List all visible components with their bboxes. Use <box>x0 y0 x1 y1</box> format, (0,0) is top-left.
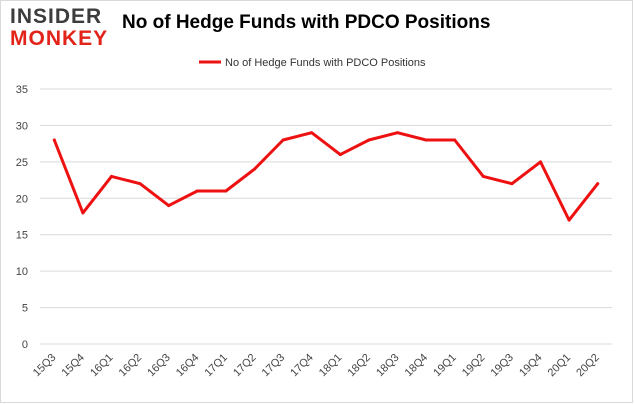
x-tick-label: 20Q1 <box>546 352 574 380</box>
data-point <box>367 138 371 142</box>
data-point <box>110 174 113 178</box>
x-tick-label: 19Q3 <box>488 352 516 380</box>
data-point <box>281 138 285 142</box>
x-tick-label: 16Q2 <box>117 352 145 380</box>
y-tick-label: 10 <box>16 266 28 278</box>
x-tick-label: 17Q3 <box>260 352 288 380</box>
data-point <box>52 138 56 142</box>
data-point <box>567 218 571 222</box>
data-point <box>195 189 199 193</box>
y-tick-label: 0 <box>22 339 28 351</box>
x-tick-label: 18Q3 <box>374 352 402 380</box>
x-tick-label: 19Q4 <box>517 352 545 380</box>
legend: No of Hedge Funds with PDCO Positions <box>199 57 426 69</box>
data-point <box>396 131 399 135</box>
gridlines <box>40 88 612 345</box>
x-tick-label: 20Q2 <box>574 352 602 380</box>
data-point <box>539 160 542 164</box>
x-tick-label: 18Q4 <box>403 352 431 380</box>
data-point <box>453 138 457 142</box>
x-tick-label: 16Q3 <box>145 352 173 380</box>
data-point <box>81 211 85 215</box>
x-tick-label: 18Q1 <box>317 352 345 380</box>
y-tick-label: 25 <box>16 157 28 169</box>
data-point <box>338 153 342 157</box>
x-tick-label: 18Q2 <box>345 352 373 380</box>
y-tick-label: 5 <box>22 303 28 315</box>
x-tick-label: 17Q1 <box>202 352 230 380</box>
legend-label: No of Hedge Funds with PDCO Positions <box>225 57 426 69</box>
logo-text-monkey: MONKEY <box>10 27 109 50</box>
y-tick-label: 20 <box>16 193 28 205</box>
data-point <box>310 131 314 135</box>
x-tick-label: 17Q4 <box>288 352 316 380</box>
data-point <box>596 182 600 186</box>
x-tick-label: 19Q2 <box>460 352 488 380</box>
series-layer <box>52 131 600 222</box>
x-tick-label: 16Q4 <box>174 352 202 380</box>
chart-title: No of Hedge Funds with PDCO Positions <box>122 12 491 33</box>
data-point <box>224 189 228 193</box>
data-point <box>510 182 514 186</box>
logo-text-insider: INSIDER <box>10 5 103 28</box>
x-tick-label: 17Q2 <box>231 352 259 380</box>
x-tick-label: 19Q1 <box>431 352 459 380</box>
data-point <box>424 138 428 142</box>
y-tick-label: 15 <box>16 230 28 242</box>
data-point <box>138 182 142 186</box>
series-line <box>52 131 600 222</box>
data-point <box>481 174 485 178</box>
x-tick-label: 15Q4 <box>59 352 87 380</box>
data-point <box>167 204 171 208</box>
x-axis: 15Q3 15Q4 16Q1 16Q2 16Q3 16Q4 17Q1 17Q2 17Q3 17Q4… <box>31 352 602 380</box>
y-axis: 0 5 10 15 20 25 30 35 <box>16 84 28 351</box>
y-tick-label: 35 <box>16 84 28 96</box>
y-tick-label: 30 <box>16 120 28 132</box>
x-tick-label: 15Q3 <box>31 352 59 380</box>
x-tick-label: 16Q1 <box>88 352 116 380</box>
data-point <box>253 167 256 171</box>
insider-monkey-logo: INSIDER MONKEY <box>10 6 120 52</box>
